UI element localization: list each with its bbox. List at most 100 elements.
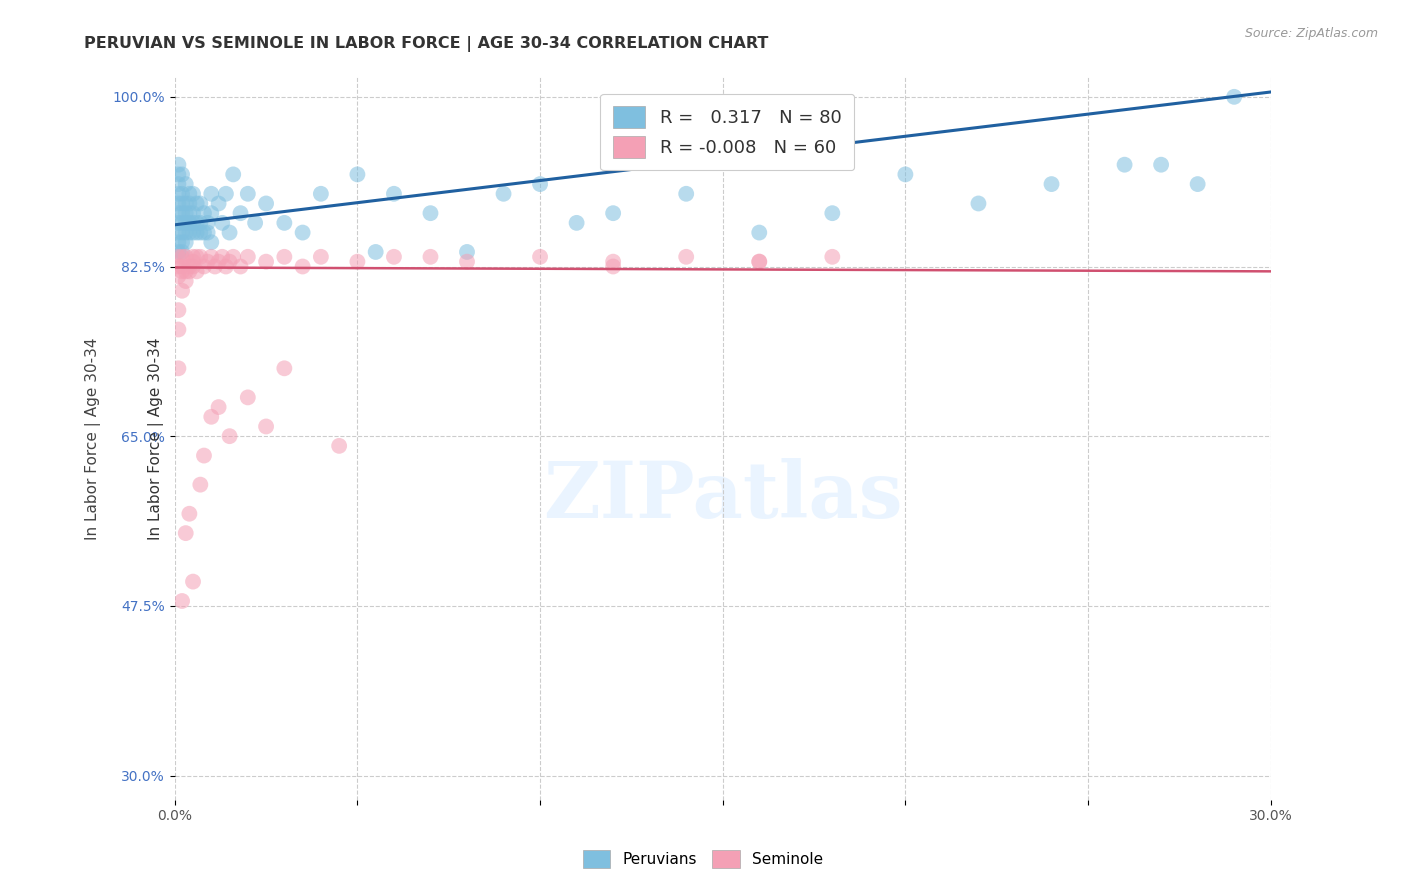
Point	[236, 250, 259, 264]
Point	[748, 254, 770, 268]
Point	[565, 216, 588, 230]
Point	[894, 168, 917, 182]
Point	[382, 250, 405, 264]
Point	[167, 158, 190, 172]
Point	[207, 254, 229, 268]
Point	[193, 206, 215, 220]
Point	[170, 168, 193, 182]
Point	[346, 254, 368, 268]
Point	[215, 260, 238, 274]
Point	[170, 594, 193, 608]
Point	[188, 477, 211, 491]
Point	[170, 226, 193, 240]
Point	[181, 226, 204, 240]
Point	[222, 250, 245, 264]
Point	[170, 264, 193, 278]
Point	[1040, 177, 1063, 191]
Point	[167, 269, 190, 284]
Point	[179, 196, 201, 211]
Point	[273, 250, 295, 264]
Point	[167, 216, 190, 230]
Point	[167, 260, 190, 274]
Point	[229, 260, 252, 274]
Y-axis label: In Labor Force | Age 30-34: In Labor Force | Age 30-34	[86, 337, 101, 540]
Point	[174, 226, 197, 240]
Point	[170, 206, 193, 220]
Point	[186, 216, 208, 230]
Point	[186, 250, 208, 264]
Point	[291, 226, 314, 240]
Y-axis label: In Labor Force | Age 30-34: In Labor Force | Age 30-34	[148, 337, 163, 540]
Point	[174, 274, 197, 288]
Point	[200, 250, 222, 264]
Point	[170, 250, 193, 264]
Point	[186, 264, 208, 278]
Point	[254, 254, 277, 268]
Point	[204, 260, 226, 274]
Point	[200, 186, 222, 201]
Point	[1223, 90, 1246, 104]
Point	[188, 250, 211, 264]
Point	[167, 168, 190, 182]
Point	[181, 250, 204, 264]
Point	[174, 250, 197, 264]
Point	[170, 244, 193, 259]
Point	[174, 216, 197, 230]
Point	[675, 250, 697, 264]
Point	[229, 206, 252, 220]
Point	[167, 303, 190, 318]
Point	[218, 226, 240, 240]
Point	[243, 216, 266, 230]
Point	[675, 186, 697, 201]
Point	[188, 216, 211, 230]
Point	[419, 206, 441, 220]
Point	[529, 250, 551, 264]
Point	[529, 177, 551, 191]
Point	[218, 429, 240, 443]
Point	[179, 206, 201, 220]
Point	[167, 226, 190, 240]
Text: ZIPatlas: ZIPatlas	[543, 458, 903, 534]
Point	[174, 206, 197, 220]
Point	[211, 250, 233, 264]
Legend: R =   0.317   N = 80, R = -0.008   N = 60: R = 0.317 N = 80, R = -0.008 N = 60	[600, 94, 855, 170]
Point	[309, 250, 332, 264]
Point	[254, 419, 277, 434]
Point	[179, 216, 201, 230]
Point	[207, 400, 229, 414]
Point	[170, 235, 193, 250]
Point	[167, 235, 190, 250]
Point	[967, 196, 990, 211]
Point	[291, 260, 314, 274]
Point	[456, 244, 478, 259]
Point	[254, 196, 277, 211]
Point	[821, 206, 844, 220]
Point	[207, 196, 229, 211]
Point	[200, 409, 222, 424]
Point	[200, 235, 222, 250]
Point	[197, 216, 219, 230]
Point	[197, 226, 219, 240]
Point	[188, 226, 211, 240]
Point	[382, 186, 405, 201]
Point	[181, 260, 204, 274]
Point	[193, 260, 215, 274]
Point	[602, 254, 624, 268]
Point	[273, 216, 295, 230]
Point	[215, 186, 238, 201]
Point	[211, 216, 233, 230]
Point	[174, 235, 197, 250]
Point	[193, 226, 215, 240]
Point	[179, 260, 201, 274]
Point	[186, 196, 208, 211]
Point	[174, 177, 197, 191]
Point	[748, 226, 770, 240]
Point	[174, 526, 197, 541]
Point	[1114, 158, 1136, 172]
Point	[236, 186, 259, 201]
Point	[218, 254, 240, 268]
Point	[170, 260, 193, 274]
Text: PERUVIAN VS SEMINOLE IN LABOR FORCE | AGE 30-34 CORRELATION CHART: PERUVIAN VS SEMINOLE IN LABOR FORCE | AG…	[84, 36, 769, 52]
Legend: Peruvians, Seminole: Peruvians, Seminole	[575, 843, 831, 875]
Point	[174, 196, 197, 211]
